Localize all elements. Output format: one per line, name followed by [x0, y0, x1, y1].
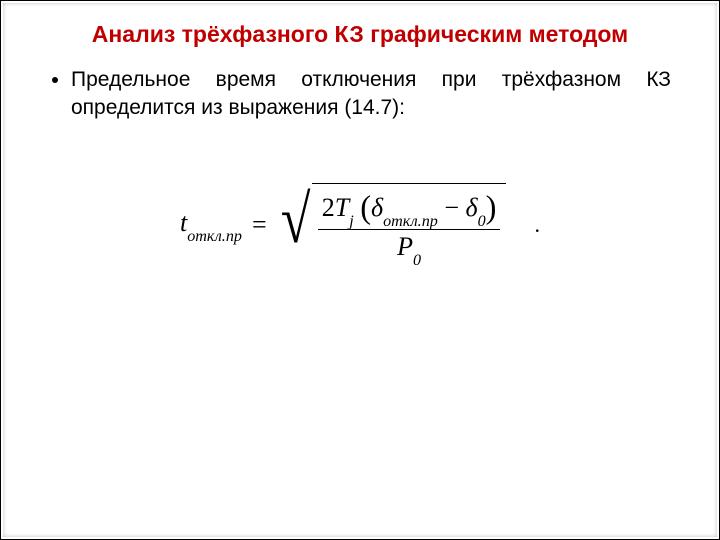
equals-sign: = [252, 210, 267, 240]
radicand: 2Tj (δоткл.пр − δ0) P0 [312, 183, 507, 268]
paren-open: ( [360, 190, 371, 226]
denominator: P0 [393, 232, 425, 266]
fraction: 2Tj (δоткл.пр − δ0) P0 [318, 188, 501, 266]
lhs-sub: откл.пр [187, 228, 242, 245]
num-two: 2 [322, 193, 335, 222]
sqrt: √ 2Tj (δоткл.пр − δ0) P0 [277, 183, 507, 268]
delta0-var: δ [466, 193, 478, 222]
delta0-sub: 0 [478, 213, 486, 230]
lhs: tоткл.пр [180, 208, 242, 242]
minus-sign: − [444, 193, 459, 222]
formula: tоткл.пр = √ 2Tj (δоткл.пр − δ0) [180, 183, 506, 268]
radical-icon: √ [280, 191, 310, 276]
paren-close: ) [486, 190, 497, 226]
Tj-sub: j [349, 213, 353, 230]
bullet-list: Предельное время отключения при трёхфазн… [49, 66, 671, 123]
slide: Анализ трёхфазного КЗ графическим методо… [0, 0, 720, 540]
delta1-sub: откл.пр [383, 213, 438, 230]
P-var: P [397, 232, 413, 261]
numerator: 2Tj (δоткл.пр − δ0) [318, 188, 501, 227]
P-sub: 0 [413, 252, 421, 269]
slide-body: Предельное время отключения при трёхфазн… [1, 56, 719, 268]
Tj-var: T [335, 193, 349, 222]
trailing-period: . [534, 212, 540, 238]
delta1-var: δ [371, 193, 383, 222]
formula-block: tоткл.пр = √ 2Tj (δоткл.пр − δ0) [49, 183, 671, 268]
bullet-item: Предельное время отключения при трёхфазн… [71, 66, 671, 123]
slide-title: Анализ трёхфазного КЗ графическим методо… [1, 1, 719, 56]
